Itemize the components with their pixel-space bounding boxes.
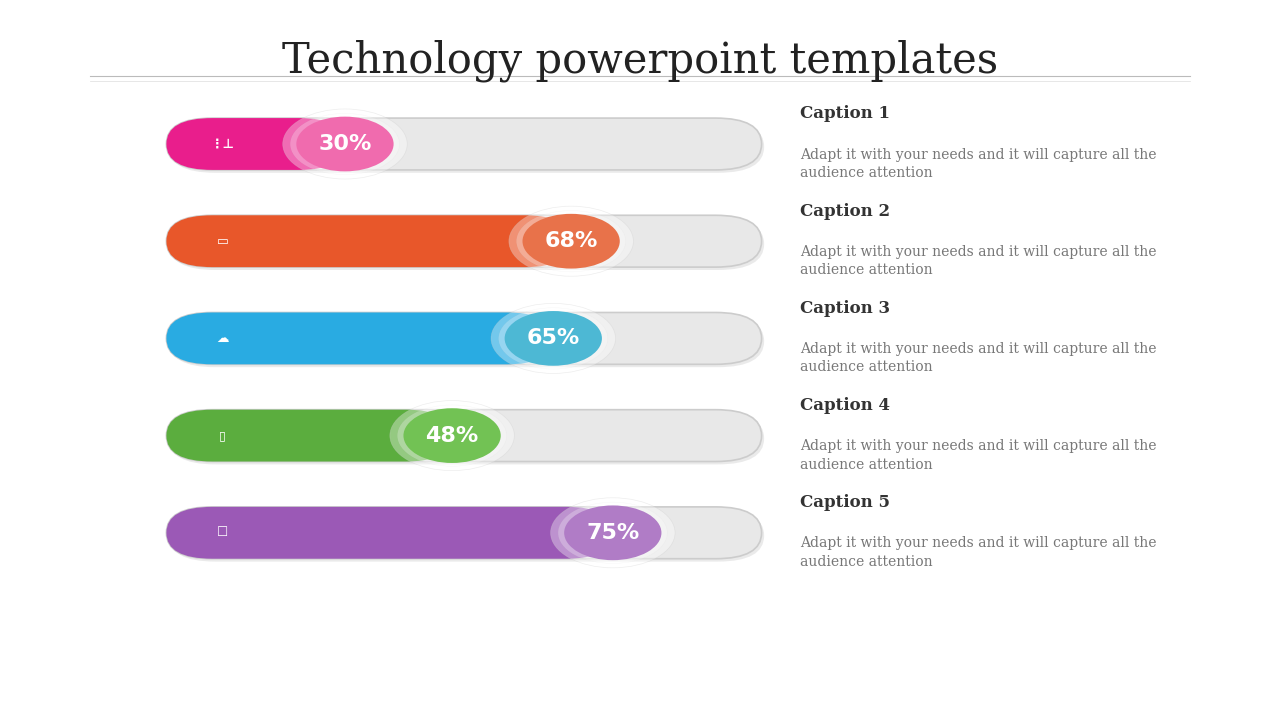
Text: Caption 1: Caption 1 — [800, 105, 890, 122]
Circle shape — [550, 498, 675, 568]
Text: 65%: 65% — [526, 328, 580, 348]
FancyBboxPatch shape — [189, 123, 256, 165]
Circle shape — [509, 206, 634, 276]
Circle shape — [504, 311, 602, 366]
FancyBboxPatch shape — [166, 312, 553, 364]
Text: Adapt it with your needs and it will capture all the
audience attention: Adapt it with your needs and it will cap… — [800, 245, 1157, 277]
Text: 30%: 30% — [319, 134, 371, 154]
Text: ⋮⊥: ⋮⊥ — [211, 138, 234, 150]
Circle shape — [398, 405, 507, 467]
FancyBboxPatch shape — [189, 318, 256, 359]
FancyBboxPatch shape — [169, 315, 764, 367]
Circle shape — [564, 505, 662, 560]
Text: Caption 2: Caption 2 — [800, 202, 890, 220]
FancyBboxPatch shape — [166, 118, 762, 170]
FancyBboxPatch shape — [189, 220, 256, 262]
Text: Caption 4: Caption 4 — [800, 397, 890, 414]
FancyBboxPatch shape — [189, 415, 256, 456]
Text: Caption 5: Caption 5 — [800, 494, 890, 511]
Text: ▯: ▯ — [219, 429, 227, 442]
FancyBboxPatch shape — [169, 510, 764, 562]
Circle shape — [517, 210, 626, 272]
FancyBboxPatch shape — [166, 410, 452, 462]
Text: Adapt it with your needs and it will capture all the
audience attention: Adapt it with your needs and it will cap… — [800, 148, 1157, 180]
Text: 68%: 68% — [544, 231, 598, 251]
Circle shape — [499, 307, 608, 369]
FancyBboxPatch shape — [169, 121, 764, 173]
Circle shape — [403, 408, 500, 463]
Text: ☁: ☁ — [216, 332, 229, 345]
Text: Adapt it with your needs and it will capture all the
audience attention: Adapt it with your needs and it will cap… — [800, 536, 1157, 569]
Circle shape — [558, 502, 667, 564]
Text: 48%: 48% — [425, 426, 479, 446]
Circle shape — [522, 214, 620, 269]
Circle shape — [283, 109, 407, 179]
Circle shape — [390, 400, 515, 471]
Text: Technology powerpoint templates: Technology powerpoint templates — [282, 40, 998, 82]
FancyBboxPatch shape — [166, 410, 762, 462]
Text: ▭: ▭ — [216, 235, 229, 248]
FancyBboxPatch shape — [166, 118, 344, 170]
Text: Caption 3: Caption 3 — [800, 300, 890, 317]
Text: 75%: 75% — [586, 523, 640, 543]
FancyBboxPatch shape — [166, 215, 762, 267]
Circle shape — [291, 113, 399, 175]
FancyBboxPatch shape — [169, 413, 764, 464]
FancyBboxPatch shape — [166, 507, 762, 559]
Text: Adapt it with your needs and it will capture all the
audience attention: Adapt it with your needs and it will cap… — [800, 342, 1157, 374]
FancyBboxPatch shape — [189, 512, 256, 554]
Circle shape — [296, 117, 393, 171]
FancyBboxPatch shape — [166, 215, 571, 267]
FancyBboxPatch shape — [166, 507, 613, 559]
FancyBboxPatch shape — [169, 218, 764, 270]
FancyBboxPatch shape — [166, 312, 762, 364]
Circle shape — [492, 303, 616, 374]
Text: Adapt it with your needs and it will capture all the
audience attention: Adapt it with your needs and it will cap… — [800, 439, 1157, 472]
Text: ☐: ☐ — [218, 526, 228, 539]
